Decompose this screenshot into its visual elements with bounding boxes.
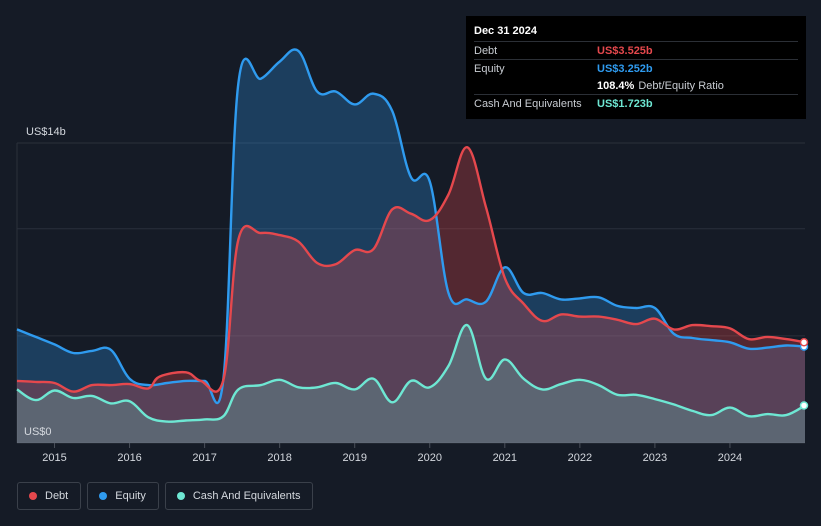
debt-line <box>16 146 806 393</box>
tooltip-equity-value: US$3.252b <box>597 62 653 75</box>
legend-equity-label: Equity <box>115 490 146 502</box>
tooltip-ratio-label: Debt/Equity Ratio <box>638 79 724 92</box>
tooltip-cash-value: US$1.723b <box>597 97 653 110</box>
tooltip-cash-label: Cash And Equivalents <box>474 97 582 110</box>
x-tick-label: 2016 <box>117 452 141 464</box>
tooltip-equity-label: Equity <box>474 62 505 75</box>
legend-item-debt[interactable]: Debt <box>17 482 82 510</box>
legend-item-equity[interactable]: Equity <box>87 482 159 510</box>
tooltip-debt-value: US$3.525b <box>597 44 653 57</box>
x-tick-label: 2017 <box>192 452 216 464</box>
x-tick-label: 2023 <box>643 452 667 464</box>
x-tick-label: 2019 <box>342 452 366 464</box>
x-tick-label: 2018 <box>267 452 291 464</box>
x-tick-label: 2020 <box>418 452 442 464</box>
x-tick-label: 2015 <box>42 452 66 464</box>
tooltip-date: Dec 31 2024 <box>474 25 537 37</box>
cash-and-equivalents-line <box>16 323 806 423</box>
legend-item-cash[interactable]: Cash And Equivalents <box>164 482 314 510</box>
x-tick-label: 2022 <box>568 452 592 464</box>
x-tick-label: 2024 <box>718 452 742 464</box>
legend-cash-label: Cash And Equivalents <box>192 490 301 502</box>
legend-debt-label: Debt <box>45 490 69 502</box>
x-tick-label: 2021 <box>493 452 517 464</box>
tooltip-row-ratio: 108.4% Debt/Equity Ratio <box>474 77 798 94</box>
debt-endpoint <box>799 338 809 347</box>
cash-and-equivalents-area <box>17 324 805 443</box>
debt-area <box>17 147 805 443</box>
y-axis-top-label: US$14b <box>26 126 66 138</box>
tooltip-ratio-value: 108.4% <box>597 79 635 92</box>
equity-dot-icon <box>99 492 108 500</box>
chart-legend: Debt Equity Cash And Equivalents <box>17 482 314 510</box>
debt-dot-icon <box>29 492 37 500</box>
tooltip-row-debt: Debt US$3.525b <box>474 41 798 59</box>
cash-dot-icon <box>176 492 185 500</box>
cash-and-equivalents-endpoint <box>799 401 809 410</box>
y-axis-bottom-label: US$0 <box>24 426 52 438</box>
tooltip-row-equity: Equity US$3.252b <box>474 59 798 77</box>
tooltip-debt-label: Debt <box>474 44 498 57</box>
tooltip-row-cash: Cash And Equivalents US$1.723b <box>474 94 798 112</box>
tooltip-panel: Dec 31 2024 Debt US$3.525b Equity US$3.2… <box>466 16 806 119</box>
equity-area <box>17 49 805 443</box>
